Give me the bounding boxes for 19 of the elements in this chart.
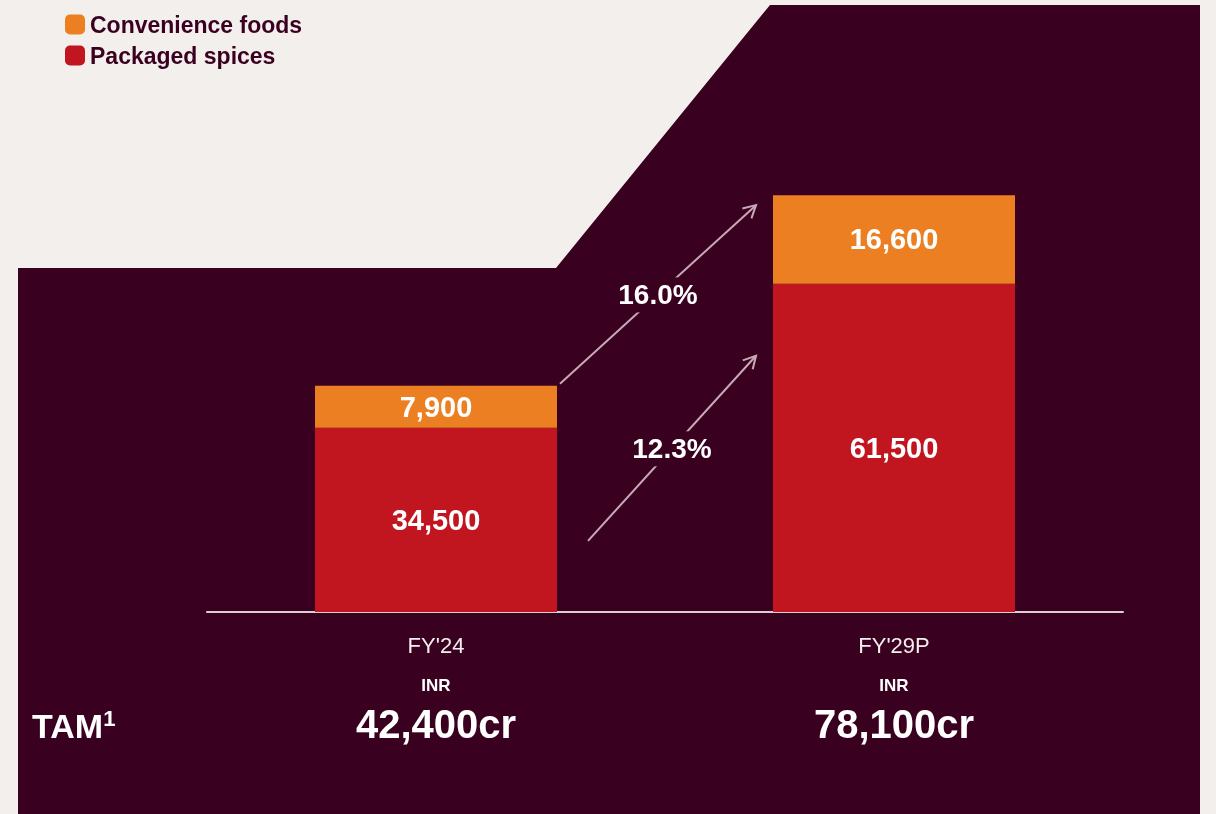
- legend-label: Convenience foods: [90, 11, 303, 38]
- text: INR: [879, 676, 909, 695]
- data-label: 7,900: [399, 390, 473, 423]
- data-label: 34,500: [391, 503, 481, 536]
- bar: [773, 283, 1015, 612]
- x-tick-label: FY'29P: [858, 632, 930, 658]
- bar: [315, 427, 557, 612]
- legend-label: Packaged spices: [90, 42, 276, 69]
- bar: [315, 385, 557, 428]
- total-label: 78,100cr: [813, 702, 975, 746]
- annotation: 16.0%: [618, 279, 698, 311]
- text: INR: [421, 676, 451, 695]
- x-tick-label: FY'24: [407, 632, 465, 658]
- data-label: 61,500: [849, 431, 939, 464]
- data-label: 16,600: [849, 223, 939, 256]
- total-label: 42,400cr: [355, 702, 517, 746]
- text: TAM$^{1}$: [32, 705, 116, 745]
- annotation: 12.3%: [632, 433, 712, 465]
- bar: [773, 195, 1015, 284]
